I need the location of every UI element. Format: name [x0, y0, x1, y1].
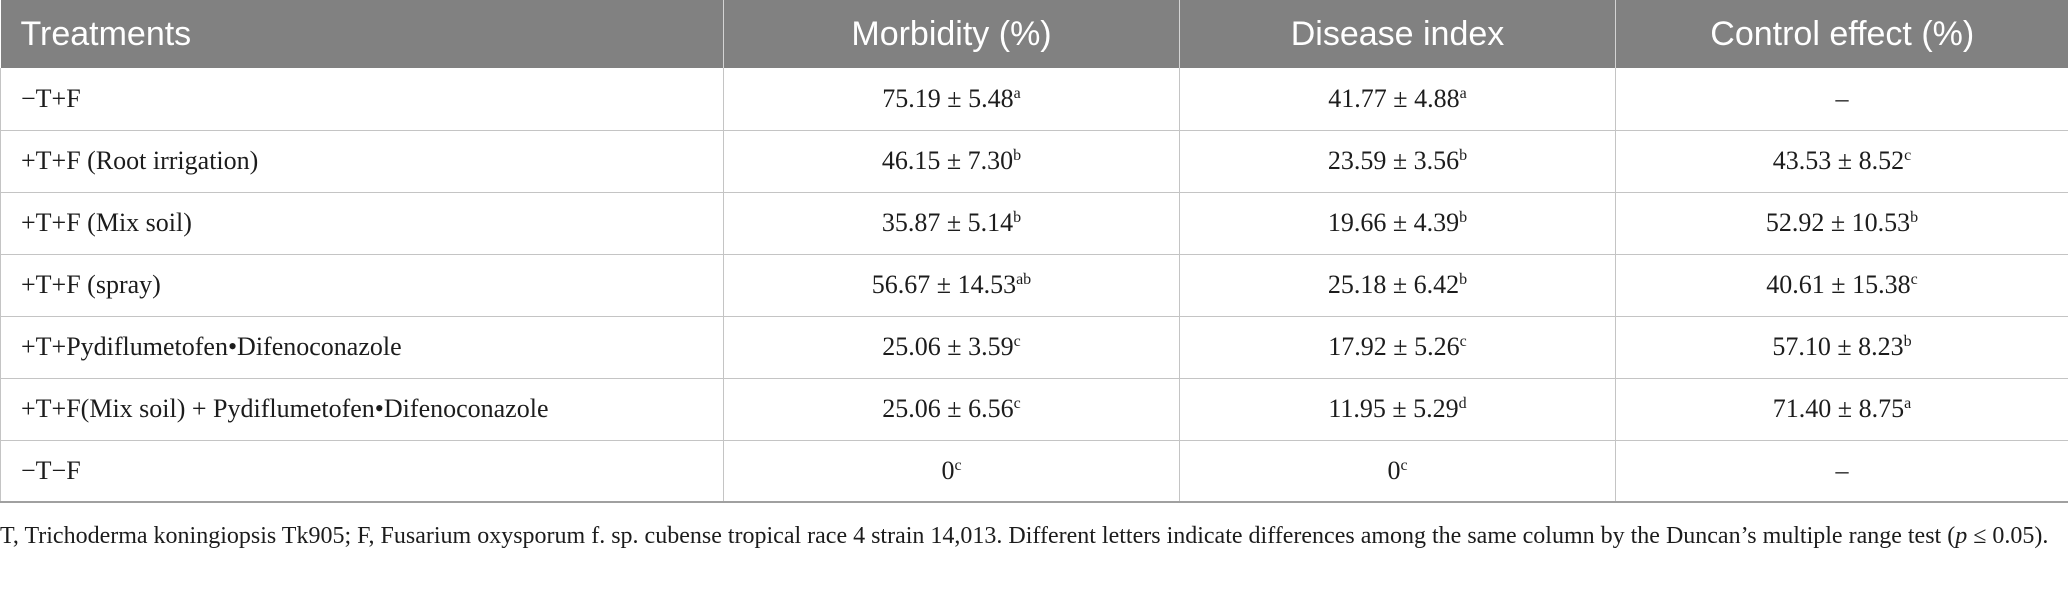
disease-index-cell: 0c [1179, 440, 1616, 503]
control-effect-cell: 43.53 ± 8.52c [1615, 130, 2068, 193]
treatment-cell: +T+F (Mix soil) [0, 192, 724, 255]
treatment-cell: +T+Pydiflumetofen•Difenoconazole [0, 316, 724, 379]
disease-index-cell: 25.18 ± 6.42b [1179, 254, 1616, 317]
significance-letter: a [1459, 84, 1467, 102]
significance-letter: b [1459, 271, 1468, 288]
significance-letter: c [954, 456, 962, 474]
significance-letter: a [1013, 84, 1021, 102]
significance-letter: b [1013, 209, 1022, 226]
disease-index-cell: 41.77 ± 4.88a [1179, 68, 1616, 131]
table-row: −T+F 75.19 ± 5.48a 41.77 ± 4.88a – [0, 68, 2068, 131]
morbidity-cell: 46.15 ± 7.30b [723, 130, 1180, 193]
footnote-threshold: ≤ 0.05). [1967, 523, 2049, 549]
table-row: +T+F(Mix soil) + Pydiflumetofen•Difenoco… [0, 378, 2068, 441]
morbidity-cell: 75.19 ± 5.48a [723, 68, 1180, 131]
treatment-cell: −T−F [0, 440, 724, 503]
significance-letter: c [1910, 271, 1918, 288]
control-effect-cell: 40.61 ± 15.38c [1615, 254, 2068, 317]
header-treatments: Treatments [20, 14, 192, 53]
significance-letter: b [1459, 147, 1468, 164]
morbidity-cell: 35.87 ± 5.14b [723, 192, 1180, 255]
morbidity-cell: 25.06 ± 6.56c [723, 378, 1180, 441]
header-morbidity: Morbidity (%) [723, 0, 1180, 68]
morbidity-cell: 25.06 ± 3.59c [723, 316, 1180, 379]
control-effect-cell: 52.92 ± 10.53b [1615, 192, 2068, 255]
significance-letter: b [1013, 147, 1022, 164]
control-effect-cell: 71.40 ± 8.75a [1615, 378, 2068, 441]
results-table-container: Treatments Morbidity (%) Disease index C… [0, 0, 2068, 503]
significance-letter: d [1458, 395, 1467, 412]
significance-letter: a [1904, 395, 1912, 412]
disease-index-cell: 17.92 ± 5.26c [1179, 316, 1616, 379]
morbidity-cell: 0c [723, 440, 1180, 503]
treatment-cell: +T+F (spray) [0, 254, 724, 317]
results-table: Treatments Morbidity (%) Disease index C… [0, 0, 2068, 503]
treatment-cell: +T+F (Root irrigation) [0, 130, 724, 193]
significance-letter: b [1459, 209, 1468, 226]
control-effect-cell: 57.10 ± 8.23b [1615, 316, 2068, 379]
significance-letter: c [1459, 333, 1467, 350]
control-effect-cell: – [1615, 440, 2068, 503]
disease-index-cell: 23.59 ± 3.56b [1179, 130, 1616, 193]
significance-letter: c [1013, 333, 1021, 350]
table-footnote: T, Trichoderma koningiopsis Tk905; F, Fu… [0, 518, 2060, 554]
table-row: +T+F (Root irrigation) 46.15 ± 7.30b 23.… [0, 130, 2068, 193]
significance-letter: b [1910, 209, 1919, 226]
significance-letter: b [1903, 333, 1912, 350]
morbidity-cell: 56.67 ± 14.53ab [723, 254, 1180, 317]
header-control-effect: Control effect (%) [1615, 0, 2068, 68]
treatment-cell: −T+F [0, 68, 724, 131]
control-effect-cell: – [1615, 68, 2068, 131]
disease-index-cell: 19.66 ± 4.39b [1179, 192, 1616, 255]
disease-index-cell: 11.95 ± 5.29d [1179, 378, 1616, 441]
significance-letter: c [1013, 395, 1021, 412]
significance-letter: c [1904, 147, 1912, 164]
table-row: +T+F (spray) 56.67 ± 14.53ab 25.18 ± 6.4… [0, 254, 2068, 317]
header-disease-index: Disease index [1179, 0, 1616, 68]
significance-letter: ab [1016, 271, 1032, 288]
significance-letter: c [1400, 456, 1408, 474]
footnote-text: T, Trichoderma koningiopsis Tk905; F, Fu… [0, 523, 1956, 549]
p-value-symbol: p [1955, 523, 1968, 549]
table-header-row: Treatments Morbidity (%) Disease index C… [0, 0, 2068, 68]
treatment-cell: +T+F(Mix soil) + Pydiflumetofen•Difenoco… [0, 378, 724, 441]
table-row: +T+F (Mix soil) 35.87 ± 5.14b 19.66 ± 4.… [0, 192, 2068, 255]
table-row: −T−F 0c 0c – [0, 440, 2068, 503]
table-row: +T+Pydiflumetofen•Difenoconazole 25.06 ±… [0, 316, 2068, 379]
